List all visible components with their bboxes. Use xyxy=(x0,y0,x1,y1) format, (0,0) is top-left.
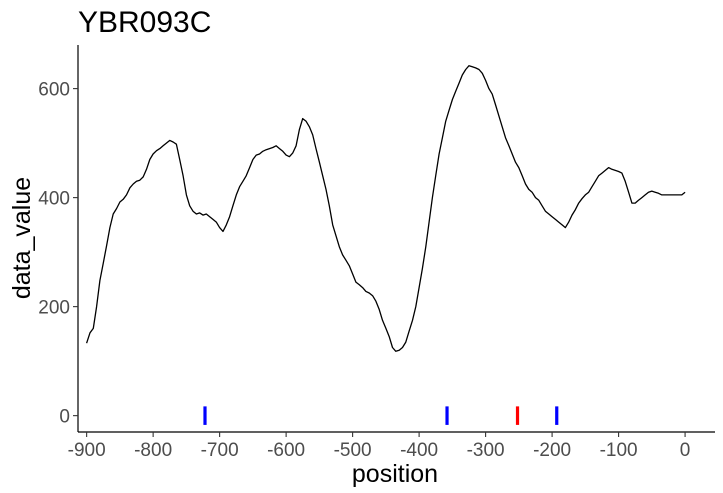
y-tick-label: 0 xyxy=(59,407,70,428)
series-group xyxy=(85,65,686,352)
x-axis-ticks: -900 -800 -700 -600 -500 -400 -300 -200 -100 0 xyxy=(68,432,691,461)
x-axis-title: position xyxy=(352,460,438,488)
x-tick-label: -200 xyxy=(533,440,571,461)
y-axis-ticks: 0 200 400 600 xyxy=(38,80,78,428)
x-tick-label: -800 xyxy=(134,440,172,461)
x-tick-label: -500 xyxy=(334,440,372,461)
chart-title: YBR093C xyxy=(78,6,211,39)
y-axis-title: data_value xyxy=(8,177,36,299)
x-tick-label: -900 xyxy=(68,440,106,461)
y-tick-label: 600 xyxy=(38,80,70,101)
x-tick-label: -600 xyxy=(267,440,305,461)
y-tick-label: 200 xyxy=(38,298,70,319)
x-tick-label: -700 xyxy=(201,440,239,461)
x-tick-label: -400 xyxy=(400,440,438,461)
markers-group xyxy=(203,406,559,425)
x-tick-label: -100 xyxy=(600,440,638,461)
x-tick-label: 0 xyxy=(680,440,691,461)
series-line xyxy=(85,65,686,352)
y-tick-label: 400 xyxy=(38,189,70,210)
x-tick-label: -300 xyxy=(467,440,505,461)
